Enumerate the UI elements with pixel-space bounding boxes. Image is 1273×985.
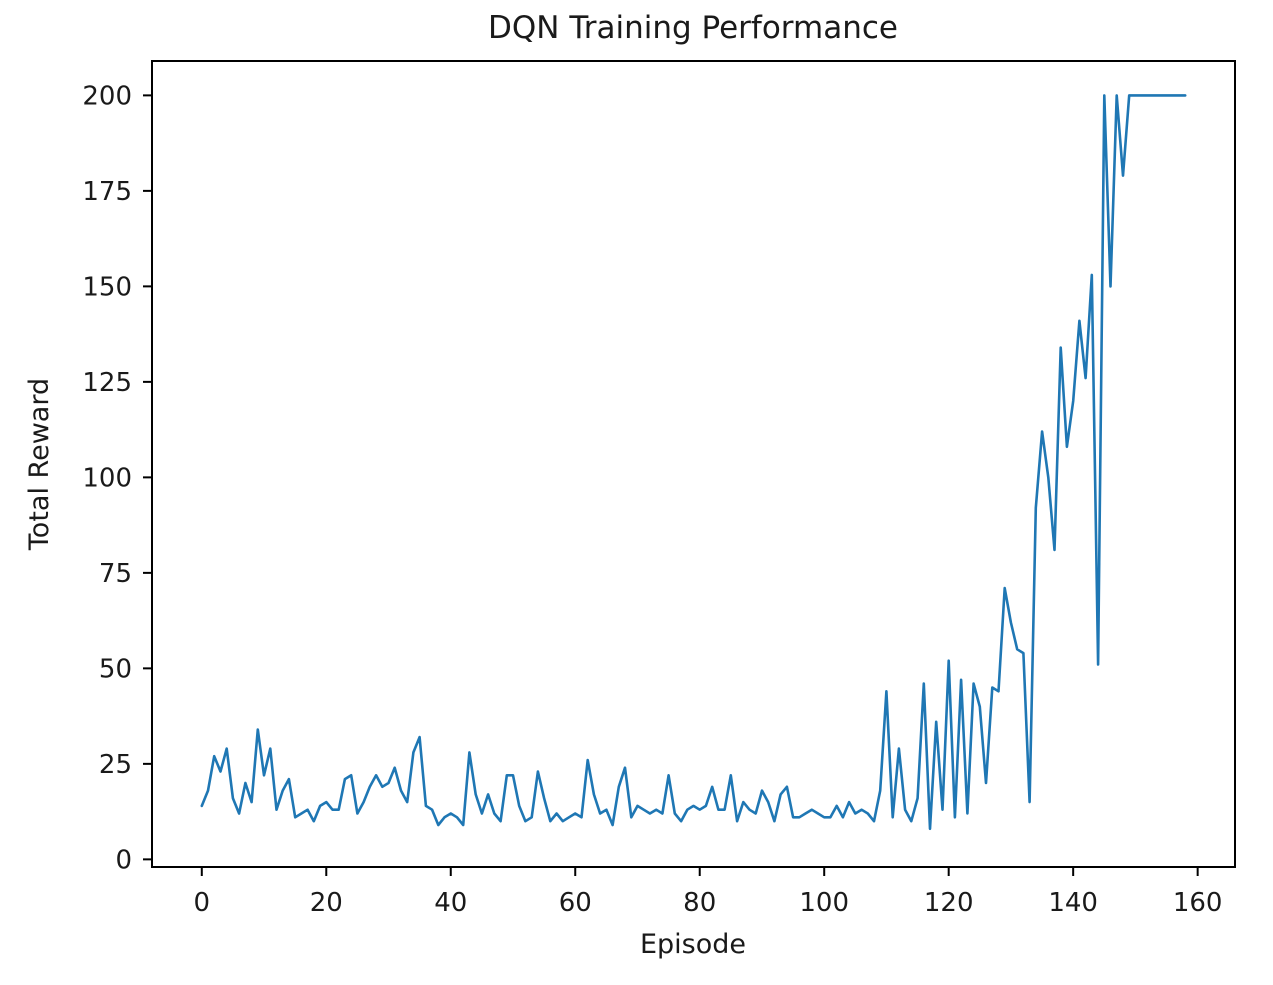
reward-series-points [202, 95, 1186, 829]
chart-title: DQN Training Performance [488, 10, 898, 46]
y-tick-label: 200 [82, 81, 132, 111]
y-tick-label: 0 [115, 845, 132, 875]
x-tick-label: 100 [799, 888, 849, 918]
x-tick-label: 60 [559, 888, 592, 918]
y-tick-label: 50 [99, 654, 132, 684]
y-axis-title: Total Reward [24, 378, 55, 551]
y-tick-label: 125 [82, 368, 132, 398]
x-tick-label: 80 [683, 888, 716, 918]
reward-series-line [202, 95, 1185, 828]
y-axis: 0 25 50 75 100 125 150 175 200 [82, 81, 152, 875]
y-tick-label: 175 [82, 177, 132, 207]
x-tick-label: 20 [310, 888, 343, 918]
x-axis: 0 20 40 60 80 100 120 140 160 [194, 867, 1223, 918]
x-tick-label: 140 [1048, 888, 1098, 918]
x-tick-label: 40 [434, 888, 467, 918]
x-tick-label: 120 [924, 888, 974, 918]
y-tick-label: 150 [82, 272, 132, 302]
x-tick-label: 0 [194, 888, 211, 918]
y-tick-label: 100 [82, 463, 132, 493]
x-tick-label: 160 [1173, 888, 1223, 918]
y-tick-label: 25 [99, 750, 132, 780]
x-axis-title: Episode [640, 929, 746, 960]
plot-area-frame [152, 61, 1235, 867]
y-tick-label: 75 [99, 559, 132, 589]
